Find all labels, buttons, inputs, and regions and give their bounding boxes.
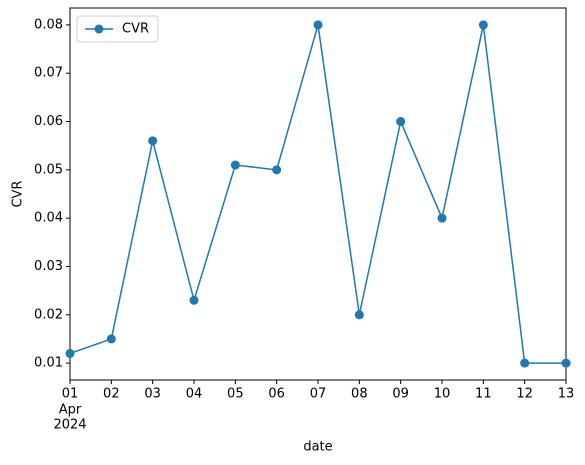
y-tick-label: 0.04	[34, 211, 63, 226]
series-line	[69, 24, 566, 364]
x-tick-label: 06	[268, 387, 285, 402]
x-tick-sublabel: Apr	[59, 403, 82, 418]
data-point	[230, 160, 240, 170]
x-tick-label: 01	[62, 387, 79, 402]
x-tick-label: 05	[227, 387, 244, 402]
y-tick-label: 0.03	[34, 259, 63, 274]
data-point	[313, 20, 323, 30]
data-point	[148, 136, 158, 146]
legend-marker	[94, 24, 104, 34]
x-tick-label: 02	[103, 387, 120, 402]
y-tick-label: 0.02	[34, 307, 63, 322]
y-tick-label: 0.08	[34, 17, 63, 32]
data-point	[272, 165, 282, 175]
data-point	[520, 358, 530, 368]
x-tick-label: 03	[144, 387, 161, 402]
legend-box	[76, 15, 159, 43]
x-tick-label: 07	[310, 387, 327, 402]
x-tick-label: 04	[186, 387, 203, 402]
x-tick-label: 13	[558, 387, 575, 402]
y-tick-label: 0.05	[34, 162, 63, 177]
data-point	[189, 295, 199, 305]
data-point	[106, 334, 116, 344]
x-tick-label: 11	[475, 387, 492, 402]
x-tick-label: 12	[516, 387, 533, 402]
x-tick-label: 10	[434, 387, 451, 402]
data-point	[65, 348, 75, 358]
y-tick-label: 0.06	[34, 114, 63, 129]
data-point	[396, 117, 406, 127]
x-axis-label: date	[303, 440, 332, 455]
x-tick-label: 08	[351, 387, 368, 402]
plot-frame	[69, 7, 567, 381]
x-tick-sublabel: 2024	[53, 418, 86, 433]
data-point	[354, 310, 364, 320]
legend-label: CVR	[122, 22, 149, 37]
data-point	[437, 213, 447, 223]
y-axis-label: CVR	[11, 180, 26, 207]
y-tick-label: 0.01	[34, 356, 63, 371]
x-tick-label: 09	[392, 387, 409, 402]
y-tick-label: 0.07	[34, 66, 63, 81]
data-point	[561, 358, 571, 368]
data-point	[478, 20, 488, 30]
